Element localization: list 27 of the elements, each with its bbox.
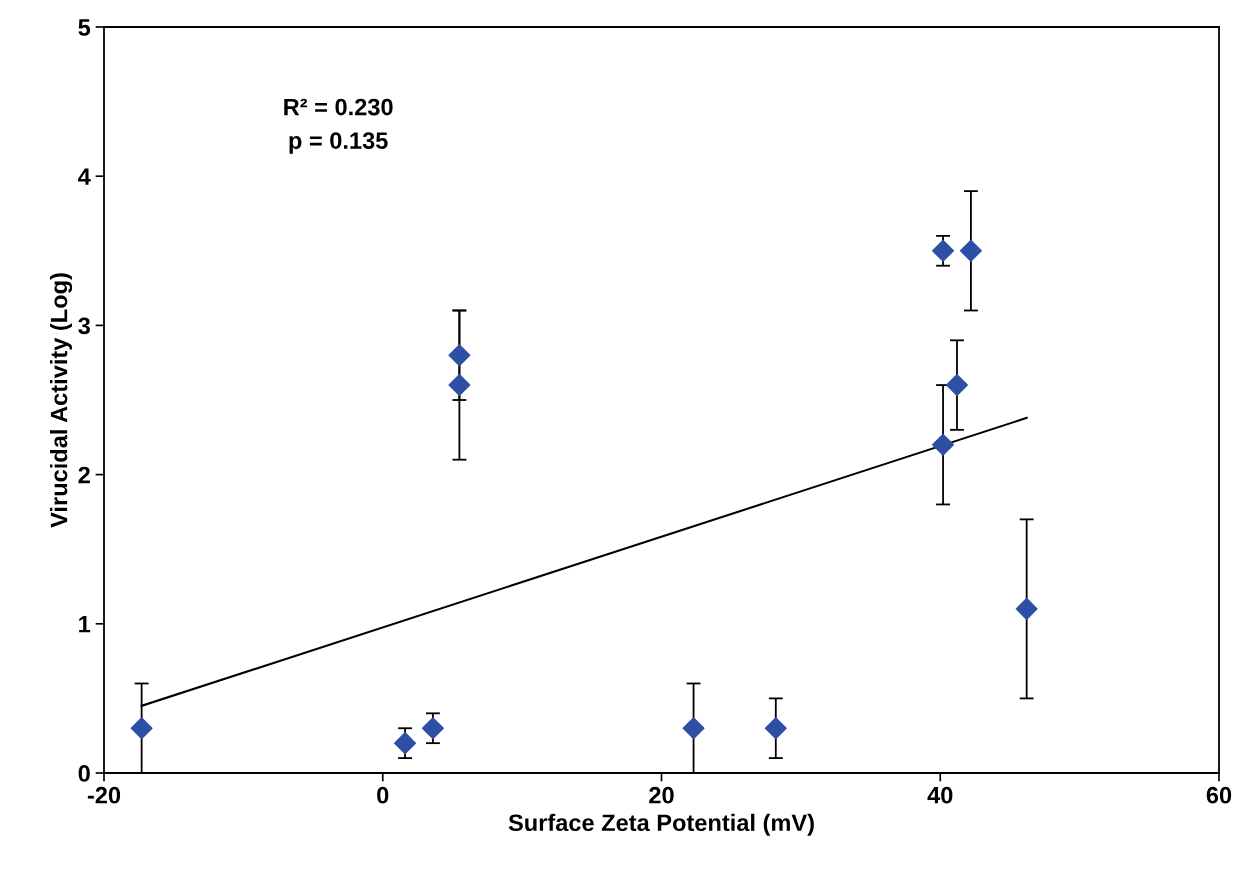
x-axis-title: Surface Zeta Potential (mV) [508, 813, 814, 836]
y-tick-label: 5 [78, 19, 91, 36]
x-tick-label: 40 [927, 786, 953, 804]
x-tick-label: 20 [649, 786, 674, 804]
x-tick-label: 0 [377, 786, 389, 804]
point [394, 732, 417, 755]
point [682, 717, 705, 740]
point [932, 433, 955, 456]
y-tick-label: 1 [79, 616, 91, 633]
y-axis-title: Virucidal Activity (Log) [50, 273, 73, 528]
point [959, 239, 982, 262]
y-tick-label: 0 [78, 765, 90, 782]
point [448, 374, 471, 397]
point [945, 374, 968, 397]
point [421, 717, 444, 740]
y-tick-label: 2 [78, 466, 90, 484]
x-tick-label: 60 [1206, 786, 1232, 804]
annotation: p = 0.135 [289, 132, 388, 154]
annotation: R² = 0.230 [284, 98, 393, 116]
x-tick-label: -20 [87, 786, 121, 804]
point [1015, 597, 1038, 620]
point [764, 717, 787, 740]
y-tick-label: 4 [78, 168, 91, 185]
y-tick-label: 3 [78, 317, 90, 335]
point [130, 717, 153, 740]
point [448, 344, 471, 367]
point [932, 239, 955, 262]
